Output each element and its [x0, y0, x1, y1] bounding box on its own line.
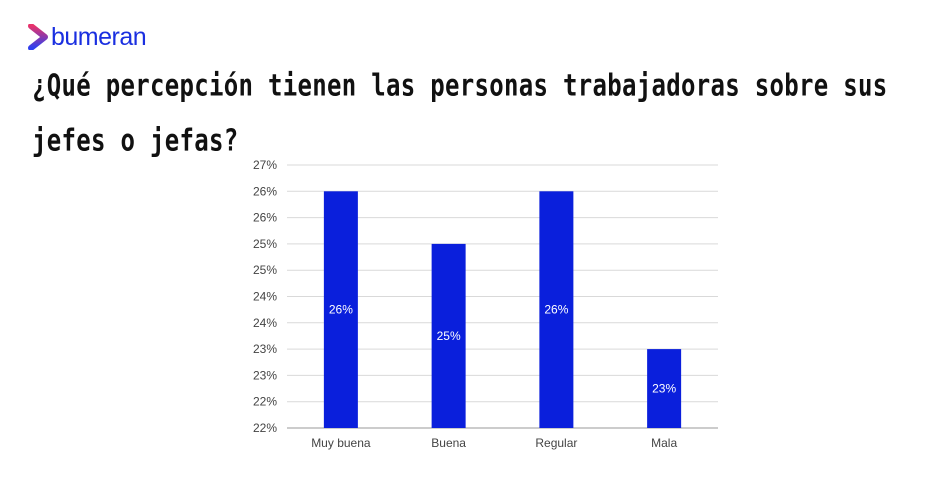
- bar: [323, 191, 358, 428]
- y-tick-label: 22%: [253, 395, 277, 409]
- data-label: 23%: [652, 382, 676, 396]
- bar: [539, 191, 574, 428]
- brand-name: bumeran: [51, 22, 147, 51]
- chevron-right-gradient-icon: [28, 24, 48, 50]
- x-tick-label: Muy buena: [311, 436, 371, 450]
- y-tick-label: 24%: [253, 290, 277, 304]
- page-title: ¿Qué percepción tienen las personas trab…: [32, 68, 888, 158]
- y-tick-label: 26%: [253, 184, 277, 198]
- y-tick-label: 24%: [253, 316, 277, 330]
- data-label: 26%: [544, 303, 568, 317]
- y-tick-label: 22%: [253, 421, 277, 435]
- x-tick-label: Regular: [535, 436, 577, 450]
- y-tick-label: 23%: [253, 342, 277, 356]
- bar: [431, 243, 466, 428]
- data-label: 25%: [437, 329, 461, 343]
- data-label: 26%: [329, 303, 353, 317]
- x-tick-label: Mala: [651, 436, 677, 450]
- y-tick-label: 27%: [253, 158, 277, 172]
- y-tick-label: 25%: [253, 263, 277, 277]
- y-tick-label: 26%: [253, 211, 277, 225]
- bar: [647, 349, 682, 428]
- y-tick-label: 25%: [253, 237, 277, 251]
- x-tick-label: Buena: [431, 436, 466, 450]
- bumeran-logo: bumeran: [28, 22, 147, 52]
- y-tick-label: 23%: [253, 368, 277, 382]
